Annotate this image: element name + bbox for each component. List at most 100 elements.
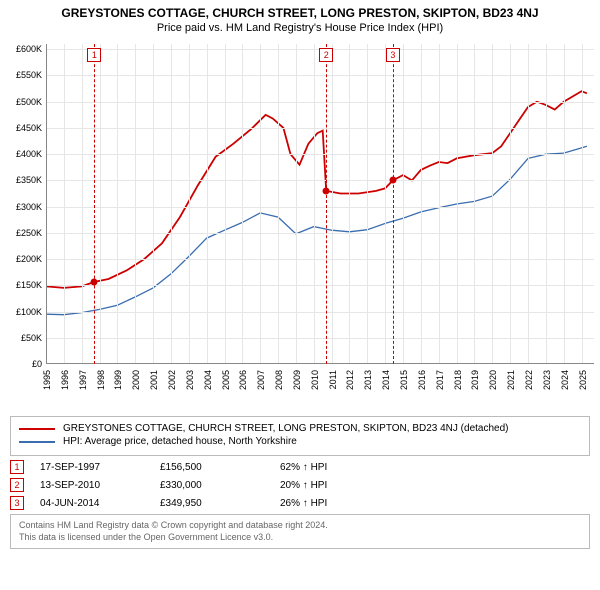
x-tick-label: 2023 bbox=[542, 370, 552, 390]
event-badge: 3 bbox=[386, 48, 400, 62]
event-line bbox=[94, 44, 95, 364]
gridline-v bbox=[582, 44, 583, 364]
gridline-v bbox=[225, 44, 226, 364]
gridline-v bbox=[564, 44, 565, 364]
sales-delta: 26% ↑ HPI bbox=[280, 498, 327, 509]
y-tick-label: £200K bbox=[2, 254, 42, 264]
x-tick-label: 2022 bbox=[524, 370, 534, 390]
legend-row: HPI: Average price, detached house, Nort… bbox=[19, 436, 581, 447]
gridline-h bbox=[46, 154, 594, 155]
series-line-hpi bbox=[46, 146, 587, 314]
plot-wrap: £0 £50K £100K £150K £200K £250K £300K £350K £400… bbox=[2, 40, 598, 412]
legend-swatch bbox=[19, 441, 55, 443]
y-tick-label: £0 bbox=[2, 359, 42, 369]
x-tick-label: 1997 bbox=[78, 370, 88, 390]
gridline-v bbox=[64, 44, 65, 364]
x-tick-label: 2003 bbox=[185, 370, 195, 390]
x-tick-label: 2019 bbox=[470, 370, 480, 390]
gridline-v bbox=[207, 44, 208, 364]
x-tick-label: 2025 bbox=[578, 370, 588, 390]
sales-row: 304-JUN-2014£349,95026% ↑ HPI bbox=[10, 496, 590, 510]
legend-label: HPI: Average price, detached house, Nort… bbox=[63, 436, 297, 447]
y-tick-label: £250K bbox=[2, 228, 42, 238]
y-tick-label: £300K bbox=[2, 202, 42, 212]
chart-subtitle: Price paid vs. HM Land Registry's House … bbox=[2, 22, 598, 34]
gridline-v bbox=[510, 44, 511, 364]
gridline-h bbox=[46, 180, 594, 181]
chart-title: GREYSTONES COTTAGE, CHURCH STREET, LONG … bbox=[2, 6, 598, 20]
chart-lines bbox=[46, 44, 594, 364]
gridline-v bbox=[100, 44, 101, 364]
sales-row: 2 13-SEP-2010£330,00020% ↑ HPI bbox=[10, 478, 590, 492]
gridline-h bbox=[46, 128, 594, 129]
gridline-v bbox=[332, 44, 333, 364]
x-tick-label: 1998 bbox=[96, 370, 106, 390]
gridline-v bbox=[189, 44, 190, 364]
x-tick-label: 2021 bbox=[506, 370, 516, 390]
y-tick-label: £100K bbox=[2, 307, 42, 317]
y-tick-label: £600K bbox=[2, 44, 42, 54]
sales-price: £349,950 bbox=[160, 498, 280, 509]
x-tick-label: 1996 bbox=[60, 370, 70, 390]
gridline-v bbox=[421, 44, 422, 364]
sale-marker bbox=[389, 177, 396, 184]
gridline-v bbox=[117, 44, 118, 364]
gridline-v bbox=[385, 44, 386, 364]
gridline-h bbox=[46, 312, 594, 313]
y-tick-label: £550K bbox=[2, 70, 42, 80]
x-tick-label: 2007 bbox=[256, 370, 266, 390]
event-line bbox=[393, 44, 394, 364]
y-tick-label: £500K bbox=[2, 97, 42, 107]
x-tick-label: 2008 bbox=[274, 370, 284, 390]
x-tick-label: 2020 bbox=[488, 370, 498, 390]
x-tick-label: 2017 bbox=[435, 370, 445, 390]
x-axis: 1995199619971998199920002001200220032004… bbox=[46, 364, 594, 412]
sales-price: £156,500 bbox=[160, 462, 280, 473]
gridline-v bbox=[439, 44, 440, 364]
sales-row: 117-SEP-1997£156,50062% ↑ HPI bbox=[10, 460, 590, 474]
gridline-v bbox=[82, 44, 83, 364]
sales-table: 117-SEP-1997£156,50062% ↑ HPI 2 13-SEP-201… bbox=[10, 460, 590, 510]
gridline-v bbox=[528, 44, 529, 364]
x-tick-label: 1999 bbox=[113, 370, 123, 390]
x-tick-label: 2005 bbox=[221, 370, 231, 390]
gridline-v bbox=[171, 44, 172, 364]
footer-box: Contains HM Land Registry data © Crown c… bbox=[10, 514, 590, 549]
x-tick-label: 1995 bbox=[42, 370, 52, 390]
y-tick-label: £150K bbox=[2, 280, 42, 290]
footer-line-1: Contains HM Land Registry data © Crown c… bbox=[19, 520, 581, 532]
x-tick-label: 2000 bbox=[131, 370, 141, 390]
sales-delta: 62% ↑ HPI bbox=[280, 462, 327, 473]
gridline-h bbox=[46, 259, 594, 260]
sales-badge: 2 bbox=[10, 478, 24, 492]
y-tick-label: £350K bbox=[2, 175, 42, 185]
event-line bbox=[326, 44, 327, 364]
gridline-v bbox=[403, 44, 404, 364]
x-tick-label: 2014 bbox=[381, 370, 391, 390]
gridline-h bbox=[46, 75, 594, 76]
chart-container: GREYSTONES COTTAGE, CHURCH STREET, LONG … bbox=[0, 0, 600, 553]
gridline-v bbox=[242, 44, 243, 364]
gridline-v bbox=[153, 44, 154, 364]
gridline-v bbox=[349, 44, 350, 364]
y-tick-label: £50K bbox=[2, 333, 42, 343]
y-tick-label: £400K bbox=[2, 149, 42, 159]
sales-date: 13-SEP-2010 bbox=[40, 480, 160, 491]
gridline-v bbox=[367, 44, 368, 364]
sale-marker bbox=[323, 187, 330, 194]
sales-delta: 20% ↑ HPI bbox=[280, 480, 327, 491]
x-tick-label: 2004 bbox=[203, 370, 213, 390]
x-tick-label: 2001 bbox=[149, 370, 159, 390]
gridline-v bbox=[492, 44, 493, 364]
gridline-h bbox=[46, 207, 594, 208]
x-tick-label: 2009 bbox=[292, 370, 302, 390]
x-tick-label: 2010 bbox=[310, 370, 320, 390]
gridline-v bbox=[546, 44, 547, 364]
sales-date: 04-JUN-2014 bbox=[40, 498, 160, 509]
sales-price: £330,000 bbox=[160, 480, 280, 491]
x-tick-label: 2024 bbox=[560, 370, 570, 390]
legend-label: GREYSTONES COTTAGE, CHURCH STREET, LONG … bbox=[63, 423, 508, 434]
legend-row: GREYSTONES COTTAGE, CHURCH STREET, LONG … bbox=[19, 423, 581, 434]
event-badge: 2 bbox=[319, 48, 333, 62]
x-tick-label: 2006 bbox=[238, 370, 248, 390]
